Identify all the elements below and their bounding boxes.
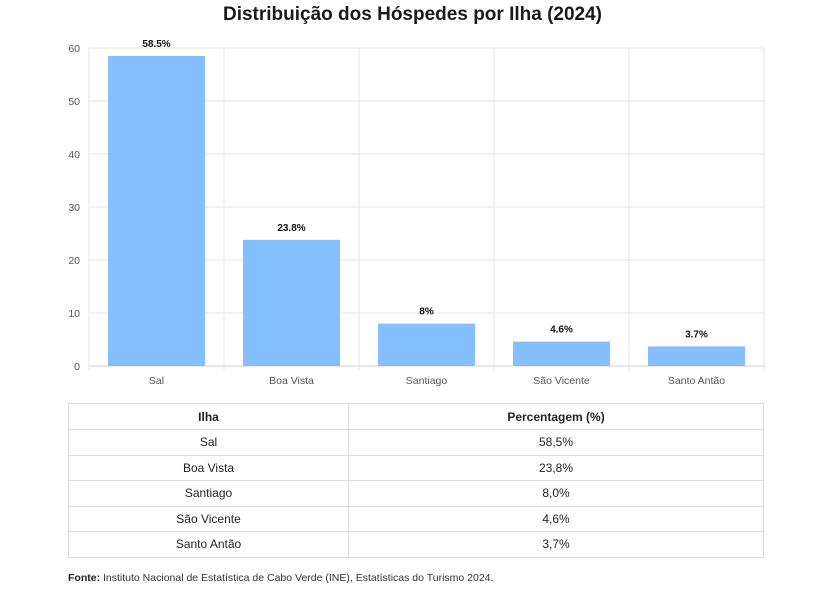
y-tick-label: 20 [68, 255, 80, 267]
cell-ilha: Santiago [67, 480, 350, 507]
table-row: Boa Vista 23,8% [67, 454, 764, 481]
data-label: 58.5% [142, 39, 170, 50]
cell-ilha: Boa Vista [67, 454, 350, 481]
source-text: Instituto Nacional de Estatística de Cab… [100, 572, 494, 584]
y-tick-label: 50 [68, 96, 80, 108]
bar [243, 239, 340, 366]
table-row: Santo Antão 3,7% [67, 531, 764, 558]
bar [378, 323, 475, 366]
source-note: Fonte: Instituto Nacional de Estatística… [68, 572, 493, 584]
cell-ilha: São Vicente [67, 505, 350, 532]
table-row: Sal 58,5% [67, 429, 764, 456]
x-tick-label: Boa Vista [269, 375, 314, 387]
table-header-row: Ilha Percentagem (%) [67, 403, 764, 430]
y-tick-label: 60 [68, 43, 80, 55]
chart-title: Distribuição dos Hóspedes por Ilha (2024… [222, 4, 603, 25]
cell-percentagem: 4,6% [348, 505, 764, 532]
cell-percentagem: 23,8% [348, 454, 764, 481]
table-row: Santiago 8,0% [67, 480, 764, 507]
table-row: São Vicente 4,6% [67, 505, 764, 532]
data-label: 4.6% [550, 325, 573, 336]
y-tick-label: 40 [68, 149, 80, 161]
header-ilha: Ilha [67, 403, 350, 430]
x-tick-label: São Vicente [533, 375, 590, 387]
data-label: 3.7% [685, 329, 708, 340]
data-label: 23.8% [277, 223, 305, 234]
bar [648, 346, 745, 366]
y-tick-label: 10 [68, 308, 80, 320]
data-label: 8% [419, 307, 434, 318]
y-tick-label: 30 [68, 202, 80, 214]
cell-percentagem: 58,5% [348, 429, 764, 456]
x-tick-label: Santo Antão [668, 375, 725, 387]
bar [513, 341, 610, 366]
source-label: Fonte: [68, 572, 101, 584]
data-table: Ilha Percentagem (%) Sal 58,5% Boa Vista… [67, 403, 764, 558]
bar [108, 55, 205, 366]
x-tick-label: Santiago [406, 375, 448, 387]
y-tick-label: 0 [74, 361, 80, 373]
header-percentagem: Percentagem (%) [348, 403, 764, 430]
cell-percentagem: 3,7% [348, 531, 764, 558]
cell-percentagem: 8,0% [348, 480, 764, 507]
bar-chart: 0 10 20 30 40 50 60 58.5% Sal 23.8% Boa Vista 8% San… [68, 39, 765, 387]
x-tick-label: Sal [149, 375, 164, 387]
cell-ilha: Sal [67, 429, 350, 456]
cell-ilha: Santo Antão [67, 531, 350, 558]
